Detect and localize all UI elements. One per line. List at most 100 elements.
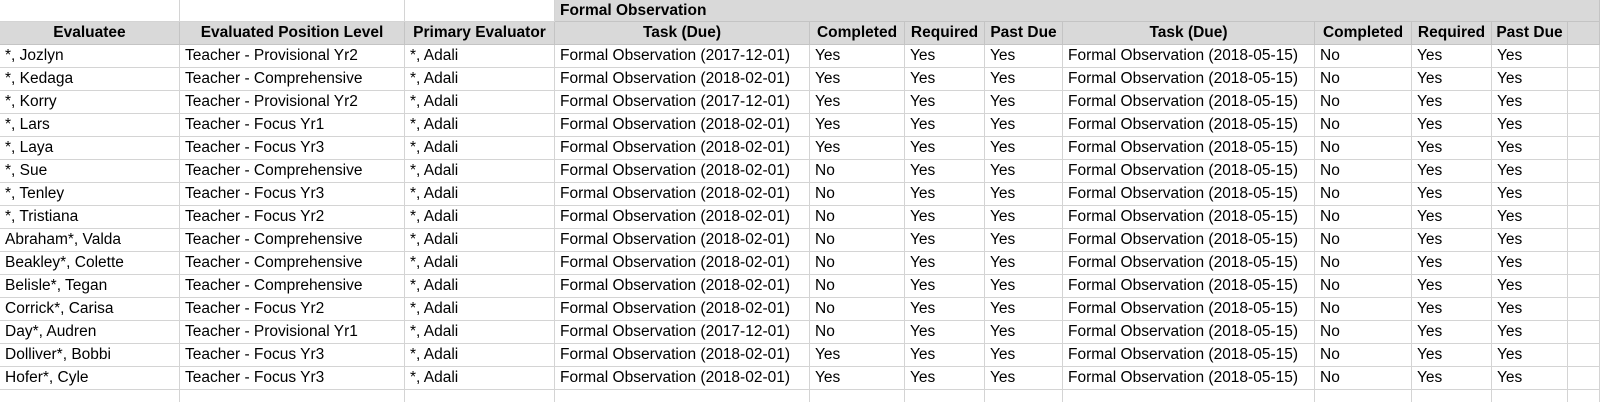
data-cell: Yes	[1412, 321, 1492, 344]
data-cell: No	[1315, 114, 1412, 137]
data-cell: Yes	[985, 367, 1063, 390]
empty-cell	[810, 390, 905, 402]
data-cell: Formal Observation (2018-05-15)	[1063, 252, 1315, 275]
column-header: Past Due	[985, 22, 1063, 45]
data-cell: No	[1315, 252, 1412, 275]
data-cell: Teacher - Comprehensive	[180, 229, 405, 252]
data-cell: No	[1315, 45, 1412, 68]
data-cell: *, Adali	[405, 321, 555, 344]
data-cell: Yes	[1412, 252, 1492, 275]
data-cell: Yes	[810, 68, 905, 91]
data-cell: Formal Observation (2018-05-15)	[1063, 91, 1315, 114]
column-header: Primary Evaluator	[405, 22, 555, 45]
data-cell: Yes	[985, 160, 1063, 183]
data-cell: Formal Observation (2018-02-01)	[555, 160, 810, 183]
data-cell: *, Kedaga	[0, 68, 180, 91]
data-cell: Yes	[1492, 229, 1568, 252]
data-cell: Yes	[985, 183, 1063, 206]
empty-cell	[1568, 344, 1600, 367]
data-cell: Yes	[905, 206, 985, 229]
data-cell: Formal Observation (2017-12-01)	[555, 321, 810, 344]
data-cell: Formal Observation (2018-02-01)	[555, 344, 810, 367]
data-cell: Yes	[1492, 91, 1568, 114]
data-cell: No	[1315, 298, 1412, 321]
data-cell: Formal Observation (2018-02-01)	[555, 229, 810, 252]
data-cell: Yes	[905, 275, 985, 298]
empty-cell	[985, 390, 1063, 402]
data-cell: Yes	[1412, 229, 1492, 252]
column-header: Completed	[810, 22, 905, 45]
data-cell: Belisle*, Tegan	[0, 275, 180, 298]
empty-cell	[555, 390, 810, 402]
data-cell: No	[1315, 68, 1412, 91]
data-cell: Teacher - Focus Yr3	[180, 344, 405, 367]
data-cell: No	[810, 229, 905, 252]
empty-cell	[1568, 229, 1600, 252]
data-cell: Yes	[1412, 183, 1492, 206]
empty-cell	[405, 0, 555, 22]
data-cell: Yes	[1492, 45, 1568, 68]
data-cell: No	[1315, 183, 1412, 206]
data-cell: Formal Observation (2018-02-01)	[555, 183, 810, 206]
data-cell: Formal Observation (2017-12-01)	[555, 45, 810, 68]
data-cell: Abraham*, Valda	[0, 229, 180, 252]
data-cell: *, Adali	[405, 367, 555, 390]
data-cell: Teacher - Comprehensive	[180, 68, 405, 91]
data-cell: Yes	[810, 45, 905, 68]
data-cell: *, Lars	[0, 114, 180, 137]
data-cell: Yes	[905, 160, 985, 183]
group-header: Formal Observation	[555, 0, 1600, 22]
data-cell: Formal Observation (2018-02-01)	[555, 68, 810, 91]
data-cell: Yes	[1412, 160, 1492, 183]
data-cell: Yes	[1492, 114, 1568, 137]
data-cell: Formal Observation (2018-02-01)	[555, 367, 810, 390]
data-cell: Formal Observation (2018-05-15)	[1063, 321, 1315, 344]
data-cell: Yes	[905, 229, 985, 252]
data-cell: Yes	[985, 321, 1063, 344]
data-cell: No	[1315, 344, 1412, 367]
data-cell: No	[810, 160, 905, 183]
data-cell: Teacher - Comprehensive	[180, 252, 405, 275]
empty-cell	[1568, 114, 1600, 137]
data-cell: Yes	[1412, 367, 1492, 390]
column-header: Required	[905, 22, 985, 45]
data-cell: Yes	[905, 45, 985, 68]
data-cell: Formal Observation (2018-05-15)	[1063, 114, 1315, 137]
data-cell: *, Sue	[0, 160, 180, 183]
data-cell: Yes	[905, 183, 985, 206]
data-cell: Formal Observation (2018-05-15)	[1063, 298, 1315, 321]
data-cell: No	[1315, 160, 1412, 183]
data-cell: No	[1315, 137, 1412, 160]
data-cell: *, Adali	[405, 298, 555, 321]
data-cell: Formal Observation (2018-05-15)	[1063, 137, 1315, 160]
data-cell: Yes	[905, 68, 985, 91]
data-cell: Yes	[985, 45, 1063, 68]
data-cell: Yes	[1412, 91, 1492, 114]
data-cell: Yes	[1412, 137, 1492, 160]
data-cell: No	[1315, 275, 1412, 298]
data-cell: Formal Observation (2018-05-15)	[1063, 183, 1315, 206]
data-cell: No	[810, 321, 905, 344]
empty-cell	[1412, 390, 1492, 402]
data-cell: Formal Observation (2018-05-15)	[1063, 68, 1315, 91]
data-cell: Hofer*, Cyle	[0, 367, 180, 390]
data-cell: Yes	[1412, 206, 1492, 229]
data-cell: Yes	[905, 252, 985, 275]
data-cell: No	[1315, 206, 1412, 229]
data-cell: Yes	[905, 321, 985, 344]
empty-cell	[1568, 45, 1600, 68]
data-cell: Formal Observation (2018-05-15)	[1063, 344, 1315, 367]
data-cell: Formal Observation (2018-05-15)	[1063, 160, 1315, 183]
data-cell: *, Laya	[0, 137, 180, 160]
empty-cell	[1063, 390, 1315, 402]
column-header: Task (Due)	[555, 22, 810, 45]
data-cell: No	[810, 252, 905, 275]
data-cell: *, Korry	[0, 91, 180, 114]
data-cell: Yes	[1492, 367, 1568, 390]
empty-cell	[1568, 160, 1600, 183]
data-cell: Teacher - Focus Yr2	[180, 206, 405, 229]
data-cell: Yes	[985, 275, 1063, 298]
empty-cell	[905, 390, 985, 402]
data-cell: Yes	[1412, 344, 1492, 367]
